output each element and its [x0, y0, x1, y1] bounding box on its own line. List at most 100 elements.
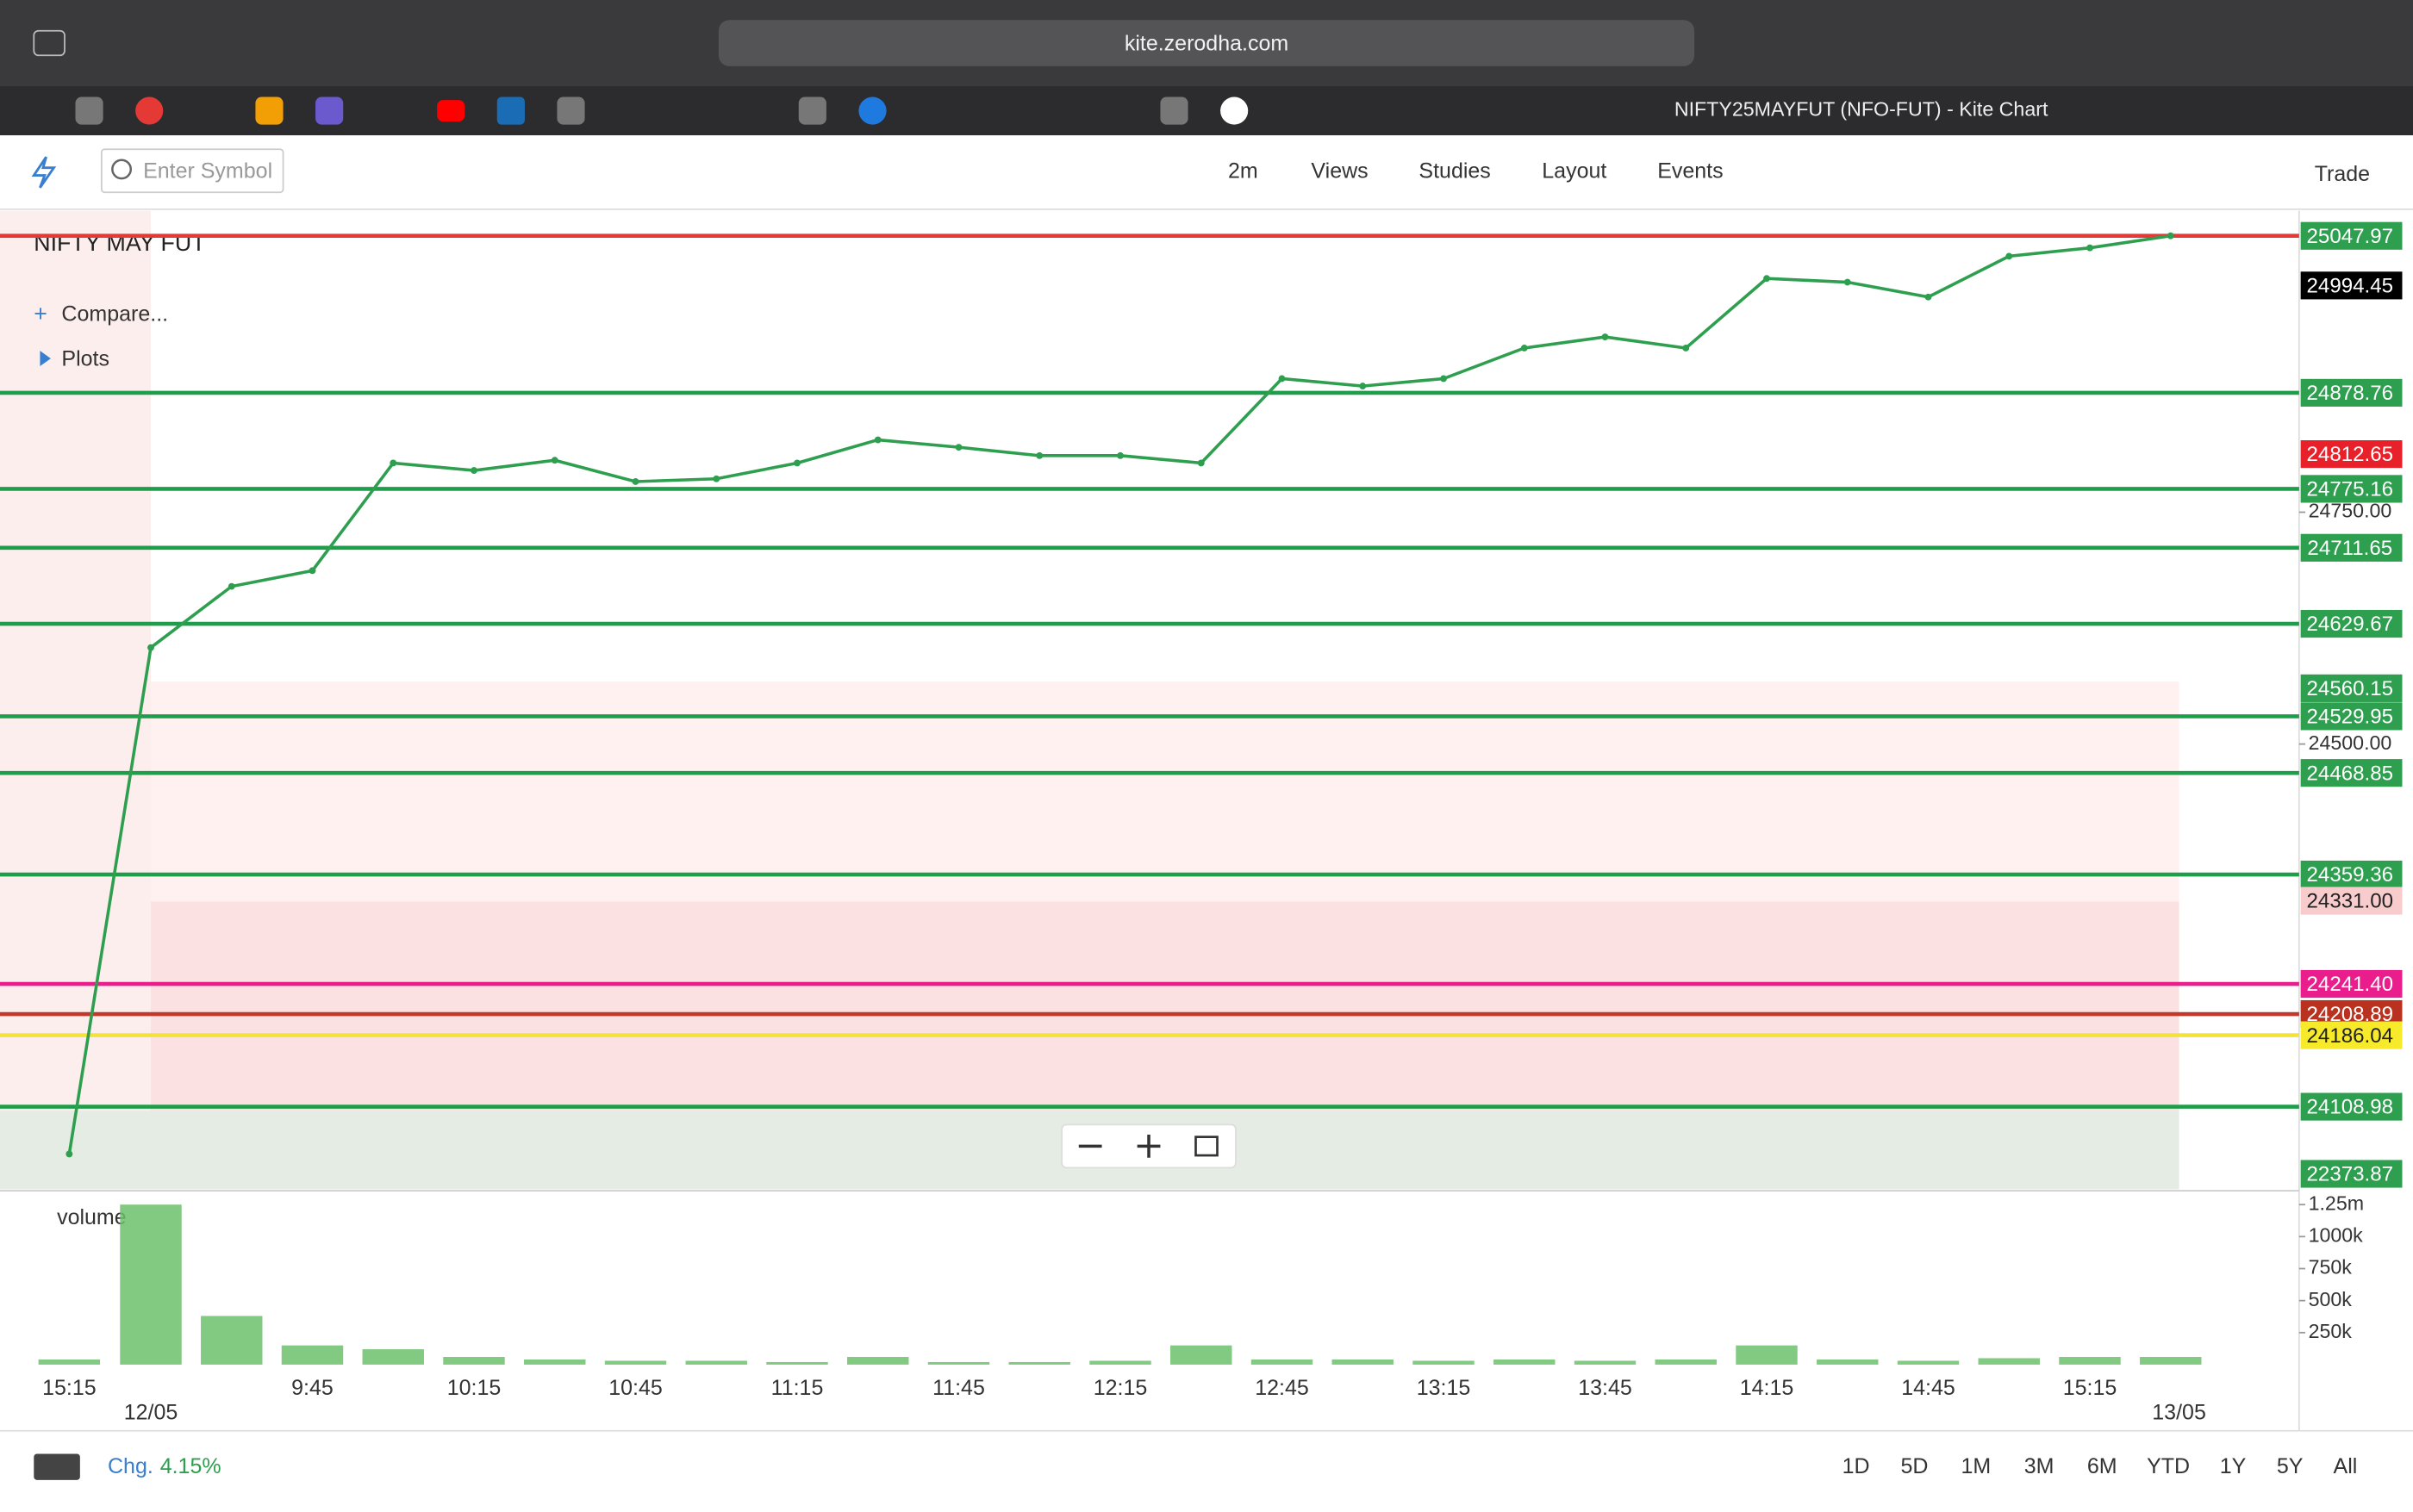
- bookmark[interactable]: [75, 96, 103, 125]
- x-tick-label: 15:15: [2063, 1376, 2117, 1400]
- bookmark[interactable]: [437, 100, 465, 122]
- x-tick-label: 13:15: [1417, 1376, 1471, 1400]
- level-label: 24468.85: [2307, 762, 2394, 785]
- bookmark[interactable]: [1220, 96, 1249, 125]
- price-point: [1601, 333, 1609, 340]
- volume-bar: [38, 1359, 101, 1365]
- bookmark[interactable]: [315, 96, 344, 125]
- x-tick-label: 14:45: [1901, 1376, 1955, 1400]
- level-label: 25047.97: [2307, 225, 2394, 248]
- change-label: Chg.: [108, 1454, 153, 1478]
- range-button[interactable]: 5Y: [2277, 1454, 2304, 1478]
- menu[interactable]: Views: [1311, 159, 1368, 184]
- volume-bar: [1089, 1360, 1151, 1365]
- address-bar[interactable]: [718, 20, 1695, 66]
- volume-bar: [604, 1360, 667, 1365]
- zoom-controls: [1061, 1123, 1237, 1169]
- sidebar-button[interactable]: [33, 29, 65, 57]
- volume-bar: [1412, 1360, 1475, 1365]
- bookmark[interactable]: [1160, 96, 1188, 125]
- compare-plus[interactable]: +: [34, 301, 47, 327]
- bookmark[interactable]: [798, 96, 826, 125]
- keyboard-icon[interactable]: [34, 1453, 80, 1480]
- level-label: 24775.16: [2307, 478, 2394, 501]
- tab-title: NIFTY25MAYFUT (NFO-FUT) - Kite Chart: [1674, 98, 2048, 121]
- level-label: 24878.76: [2307, 382, 2394, 405]
- x-tick-label: 10:45: [608, 1376, 663, 1400]
- price-point: [1682, 345, 1690, 352]
- level-label: 24331.00: [2307, 890, 2394, 913]
- level-label-bg: [2300, 221, 2403, 250]
- bookmark[interactable]: [496, 96, 525, 125]
- volume-tick-label: 1000k: [2309, 1223, 2364, 1246]
- fullscreen[interactable]: [1194, 1136, 1219, 1157]
- x-tick-label: 14:15: [1740, 1376, 1794, 1400]
- level-label: 22373.87: [2307, 1163, 2394, 1186]
- chart-area: [0, 210, 2300, 1431]
- level-label-bg: [2300, 860, 2403, 889]
- x-tick-label: 13/05: [2152, 1401, 2206, 1425]
- price-point: [1359, 383, 1367, 390]
- price-point: [2005, 252, 2013, 260]
- interval[interactable]: 2m: [1228, 159, 1258, 184]
- plots-arrow[interactable]: [40, 351, 51, 366]
- range-button[interactable]: YTD: [2147, 1454, 2190, 1478]
- range-button[interactable]: All: [2334, 1454, 2358, 1478]
- volume-bar: [1170, 1345, 1232, 1365]
- bookmark[interactable]: [557, 96, 585, 125]
- volume-bar: [120, 1204, 182, 1365]
- level-label: 24241.40: [2307, 973, 2394, 996]
- volume-bar: [524, 1359, 586, 1365]
- range-button[interactable]: 3M: [2024, 1454, 2054, 1478]
- menu[interactable]: Events: [1657, 159, 1723, 184]
- volume-bar: [685, 1360, 747, 1365]
- volume-bar: [1008, 1361, 1070, 1365]
- volume-bar: [2059, 1357, 2121, 1365]
- level-label: 24186.04: [2307, 1024, 2394, 1048]
- price-point: [1278, 375, 1286, 383]
- level-label: 24108.98: [2307, 1096, 2394, 1119]
- range-button[interactable]: 1D: [1842, 1454, 1870, 1478]
- x-tick-label: 12:45: [1255, 1376, 1309, 1400]
- bookmark[interactable]: [858, 96, 887, 125]
- price-point: [632, 478, 639, 485]
- search-box[interactable]: [100, 148, 284, 194]
- range-button[interactable]: 5D: [1900, 1454, 1928, 1478]
- price-point: [713, 475, 720, 482]
- bookmark[interactable]: [135, 96, 164, 125]
- volume-bar: [1250, 1359, 1313, 1365]
- range-button[interactable]: 6M: [2087, 1454, 2117, 1478]
- level-label-bg: [2300, 759, 2403, 787]
- range-button[interactable]: 1Y: [2220, 1454, 2247, 1478]
- level-label-bg: [2300, 439, 2403, 469]
- level-label: 24812.65: [2307, 443, 2394, 466]
- volume-bar: [1655, 1359, 1717, 1365]
- menu[interactable]: Studies: [1418, 159, 1490, 184]
- volume-tick-label: 250k: [2309, 1320, 2353, 1342]
- volume-tick-label: 500k: [2309, 1288, 2353, 1310]
- zoom-in[interactable]: [1137, 1134, 1161, 1158]
- price-point: [228, 582, 235, 590]
- level-label-bg: [2300, 1160, 2403, 1188]
- bookmark[interactable]: [255, 96, 284, 125]
- level-label: 24560.15: [2307, 677, 2394, 700]
- x-tick-label: 10:15: [447, 1376, 502, 1400]
- price-point: [1197, 459, 1205, 467]
- plots[interactable]: Plots: [61, 346, 109, 370]
- volume-bar: [1817, 1359, 1879, 1365]
- volume-bar: [1493, 1359, 1556, 1365]
- x-tick-label: 13:45: [1578, 1376, 1632, 1400]
- level-label-bg: [2300, 887, 2403, 915]
- level-label-bg: [2300, 378, 2403, 407]
- trade[interactable]: Trade: [2315, 162, 2370, 186]
- level-label-bg: [2300, 533, 2403, 562]
- range-button[interactable]: 1M: [1961, 1454, 1991, 1478]
- kite-logo[interactable]: [31, 156, 57, 189]
- x-tick-label: 15:15: [42, 1376, 97, 1400]
- compare[interactable]: Compare...: [61, 302, 168, 327]
- zone: [0, 210, 151, 1135]
- menu[interactable]: Layout: [1542, 159, 1606, 184]
- tab-bar: [0, 86, 2413, 136]
- price-point: [1843, 278, 1851, 286]
